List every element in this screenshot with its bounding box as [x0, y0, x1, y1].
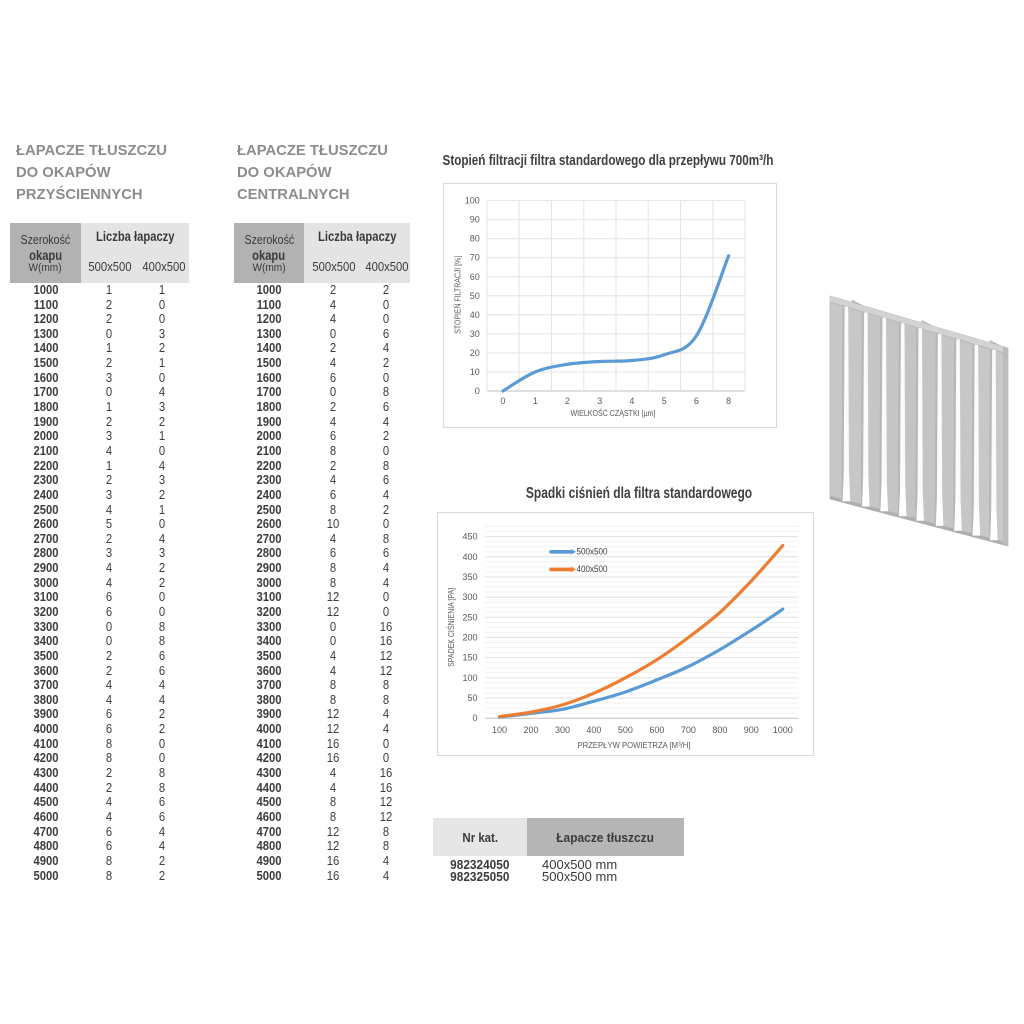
svg-text:500x500: 500x500	[577, 547, 608, 557]
svg-text:800: 800	[712, 725, 727, 735]
svg-text:STOPIEŃ FILTRACJI [%]: STOPIEŃ FILTRACJI [%]	[453, 256, 463, 334]
svg-text:200: 200	[523, 725, 538, 735]
svg-text:60: 60	[470, 272, 480, 282]
svg-text:1: 1	[533, 396, 538, 406]
svg-text:SPADEK CIŚNIENIA [PA]: SPADEK CIŚNIENIA [PA]	[445, 588, 456, 667]
svg-text:500: 500	[618, 725, 633, 735]
svg-text:0: 0	[475, 386, 480, 396]
svg-text:6: 6	[694, 396, 699, 406]
svg-text:450: 450	[462, 532, 477, 542]
svg-text:80: 80	[470, 234, 480, 244]
svg-text:8: 8	[726, 396, 731, 406]
svg-text:600: 600	[649, 725, 664, 735]
svg-text:700: 700	[681, 725, 696, 735]
svg-text:300: 300	[462, 592, 477, 602]
svg-text:100: 100	[492, 725, 507, 735]
svg-text:0: 0	[500, 396, 505, 406]
svg-text:90: 90	[470, 215, 480, 225]
svg-text:70: 70	[470, 253, 480, 263]
svg-text:400: 400	[586, 725, 601, 735]
svg-text:50: 50	[470, 291, 480, 301]
svg-text:200: 200	[462, 633, 477, 643]
svg-text:4: 4	[629, 396, 634, 406]
svg-text:150: 150	[462, 653, 477, 663]
svg-text:400: 400	[462, 552, 477, 562]
svg-text:1000: 1000	[773, 725, 793, 735]
svg-text:50: 50	[467, 693, 477, 703]
svg-text:20: 20	[470, 348, 480, 358]
svg-text:0: 0	[472, 713, 477, 723]
svg-text:100: 100	[462, 673, 477, 683]
svg-text:3: 3	[597, 396, 602, 406]
svg-text:400x500: 400x500	[577, 564, 608, 574]
svg-text:30: 30	[470, 329, 480, 339]
svg-text:WIELKOŚĆ CZĄSTKI [µm]: WIELKOŚĆ CZĄSTKI [µm]	[571, 407, 656, 418]
svg-text:250: 250	[462, 612, 477, 622]
svg-text:40: 40	[470, 310, 480, 320]
svg-text:350: 350	[462, 572, 477, 582]
svg-text:2: 2	[565, 396, 570, 406]
svg-text:10: 10	[470, 367, 480, 377]
svg-text:PRZEPŁYW POWIETRZA [M³/H]: PRZEPŁYW POWIETRZA [M³/H]	[578, 740, 691, 750]
svg-text:100: 100	[465, 196, 480, 206]
svg-text:5: 5	[662, 396, 667, 406]
svg-text:900: 900	[744, 725, 759, 735]
svg-text:300: 300	[555, 725, 570, 735]
